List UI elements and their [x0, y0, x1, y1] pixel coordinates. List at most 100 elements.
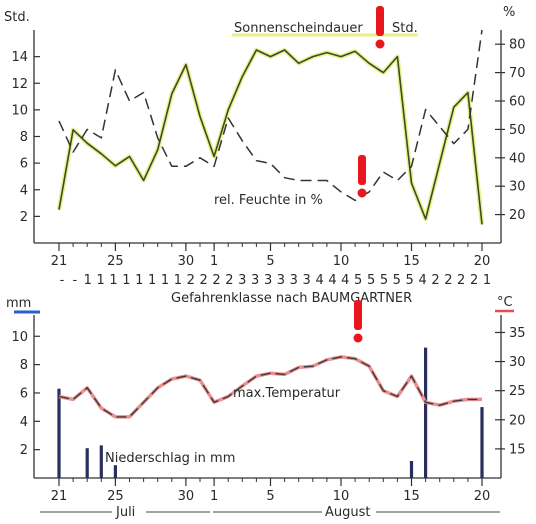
month-label-juli: Juli [115, 505, 135, 520]
x-tick-label: 5 [266, 254, 274, 269]
humidity-label: rel. Feuchte in % [214, 193, 323, 208]
danger-class-value: 1 [483, 273, 491, 288]
left-tick-label: 2 [20, 443, 28, 458]
danger-class-value: - [73, 273, 78, 288]
danger-class-value: 4 [341, 273, 349, 288]
x-tick-label: 1 [210, 254, 218, 269]
danger-class-value: 1 [109, 273, 117, 288]
precipitation-bar [85, 448, 89, 478]
right-tick-label: 60 [509, 95, 526, 110]
danger-class-value: 1 [96, 273, 104, 288]
danger-class-value: 2 [200, 273, 208, 288]
danger-class-value: 3 [251, 273, 259, 288]
x-tick-label: 20 [474, 254, 491, 269]
right-tick-label: 30 [509, 355, 526, 370]
x-tick-label: 10 [333, 254, 350, 269]
x-tick-label: 15 [403, 489, 420, 504]
precipitation-label: Niederschlag in mm [105, 451, 235, 466]
x-tick-label: 21 [51, 489, 68, 504]
danger-class-value: 2 [470, 273, 478, 288]
warning-mark-3 [353, 300, 363, 343]
x-tick-label: 1 [210, 489, 218, 504]
danger-class-value: 3 [264, 273, 272, 288]
precipitation-bar [480, 407, 484, 478]
x-tick-label: 25 [107, 254, 124, 269]
danger-class-value: 1 [161, 273, 169, 288]
warning-mark-3-dot [353, 333, 363, 343]
danger-class-value: 1 [84, 273, 92, 288]
x-tick-label: 21 [51, 254, 68, 269]
left-tick-label: 14 [11, 50, 28, 65]
danger-class-value: 5 [380, 273, 388, 288]
left-tick-label: 12 [11, 77, 28, 92]
precipitation-bar [113, 465, 117, 478]
danger-class-value: 2 [187, 273, 195, 288]
danger-class-value: 4 [328, 273, 336, 288]
danger-class-value: 4 [418, 273, 426, 288]
danger-class-value: 2 [444, 273, 452, 288]
right-tick-label: 35 [509, 326, 526, 341]
left-tick-label: 10 [11, 330, 28, 345]
right-tick-label: 15 [509, 442, 526, 457]
left-tick-label: 6 [20, 157, 28, 172]
temperature-label: max.Temperatur [233, 386, 341, 401]
bottom-right-unit: °C [497, 295, 513, 310]
danger-class-value: 1 [122, 273, 130, 288]
right-tick-label: 25 [509, 384, 526, 399]
top-left-unit: Std. [4, 10, 30, 25]
warning-mark-2-dot [357, 188, 367, 198]
danger-class-value: 1 [135, 273, 143, 288]
sunshine-label: Sonnenscheindauer [234, 21, 363, 36]
danger-class-value: 2 [431, 273, 439, 288]
danger-class-value: 4 [315, 273, 323, 288]
warning-mark-2 [357, 155, 367, 198]
right-tick-label: 20 [509, 413, 526, 428]
right-tick-label: 30 [509, 180, 526, 195]
warning-mark-1-dot [375, 39, 385, 49]
x-tick-label: 10 [333, 489, 350, 504]
danger-class-value: 5 [406, 273, 414, 288]
danger-class-value: 5 [367, 273, 375, 288]
x-tick-label: 20 [474, 489, 491, 504]
sunshine-duration-line [58, 49, 483, 225]
danger-class-value: 5 [354, 273, 362, 288]
danger-class-value: 2 [212, 273, 220, 288]
warning-mark-1 [375, 6, 385, 49]
danger-class-value: 1 [174, 273, 182, 288]
danger-class-value: 5 [393, 273, 401, 288]
left-tick-label: 2 [20, 210, 28, 225]
left-tick-label: 6 [20, 386, 28, 401]
precipitation-bar [99, 445, 103, 478]
left-tick-label: 4 [20, 415, 28, 430]
warning-mark-3-bar [354, 300, 362, 330]
x-tick-label: 30 [178, 489, 195, 504]
x-tick-label: 30 [178, 254, 195, 269]
warning-mark-1-bar [376, 6, 384, 36]
x-tick-label: 15 [403, 254, 420, 269]
precipitation-bar [57, 388, 61, 478]
right-tick-label: 70 [509, 66, 526, 81]
left-tick-label: 8 [20, 358, 28, 373]
danger-class-value: 3 [238, 273, 246, 288]
humidity-line [58, 29, 483, 202]
danger-class-value: 2 [225, 273, 233, 288]
bottom-left-unit: mm [6, 296, 31, 311]
danger-class-value: 3 [277, 273, 285, 288]
precipitation-bar [409, 461, 414, 478]
warning-mark-2-bar [358, 155, 366, 185]
precipitation-bar [424, 347, 428, 478]
danger-class-caption: Gefahrenklasse nach BAUMGARTNER [171, 291, 412, 306]
danger-class-value: 3 [290, 273, 298, 288]
left-tick-label: 4 [20, 183, 28, 198]
x-tick-label: 25 [107, 489, 124, 504]
sunshine-unit-label: Std. [392, 21, 418, 36]
temperature-line [58, 356, 482, 418]
right-tick-label: 40 [509, 151, 526, 166]
right-tick-label: 20 [509, 208, 526, 223]
month-label-august: August [325, 505, 371, 520]
danger-class-value: 3 [303, 273, 311, 288]
